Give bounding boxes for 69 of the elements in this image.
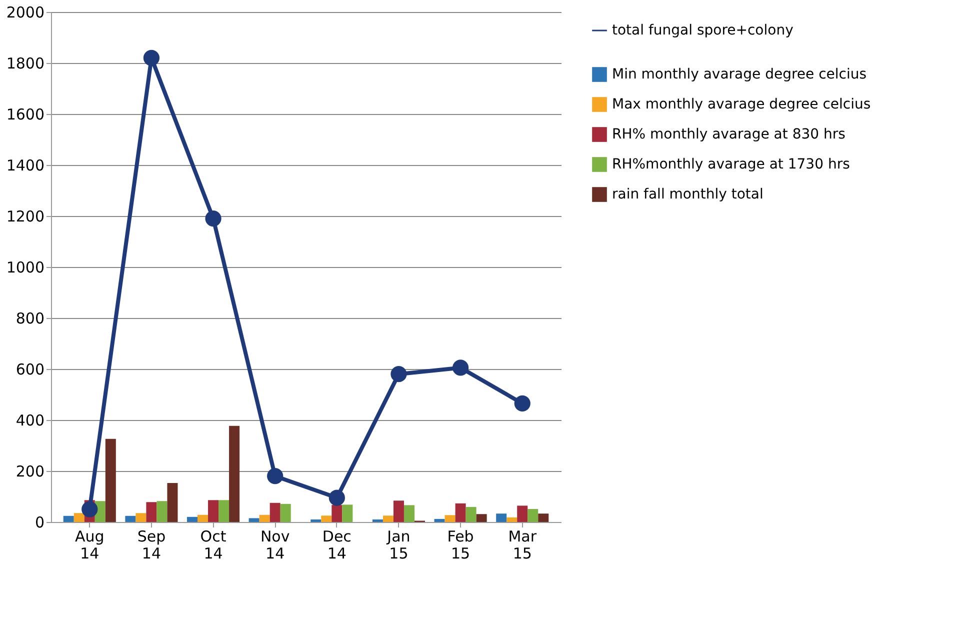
legend-label: Max monthly avarage degree celcius xyxy=(612,96,871,112)
legend-label: Min monthly avarage degree celcius xyxy=(612,66,867,82)
bar xyxy=(280,504,291,522)
bar xyxy=(506,517,518,522)
y-tick-label: 2000 xyxy=(6,4,44,22)
bar xyxy=(136,513,146,522)
bar xyxy=(187,516,198,522)
y-tick-label: 1600 xyxy=(6,106,44,124)
x-tick-label: Dec 14 xyxy=(322,528,352,562)
x-tick-label: Feb 15 xyxy=(447,528,474,562)
point xyxy=(514,395,530,412)
x-tick-label: Nov 14 xyxy=(260,528,290,562)
point xyxy=(143,50,160,66)
y-tick-label: 400 xyxy=(16,412,44,430)
bar xyxy=(517,506,528,522)
y-tick-label: 600 xyxy=(16,360,44,378)
bar xyxy=(167,482,178,522)
y-tick-label: 200 xyxy=(16,462,44,480)
bar xyxy=(342,504,353,522)
bar xyxy=(372,519,383,522)
x-tick-label: Sep 14 xyxy=(137,528,166,562)
legend-label: RH% monthly avarage at 830 hrs xyxy=(612,126,846,142)
legend-label: rain fall monthly total xyxy=(612,186,764,202)
bar xyxy=(198,514,208,522)
legend-label: RH%monthly avarage at 1730 hrs xyxy=(612,156,850,172)
bar xyxy=(393,500,404,522)
x-tick-label: Mar 15 xyxy=(508,528,538,562)
bar xyxy=(332,504,342,522)
y-tick-label: 1200 xyxy=(6,208,44,226)
x-tick-label: Jan 15 xyxy=(386,528,410,562)
y-tick-label: 0 xyxy=(34,514,44,532)
bar xyxy=(248,518,260,522)
bar xyxy=(146,502,157,522)
point xyxy=(452,360,469,376)
bar xyxy=(434,518,445,522)
legend-label: total fungal spore+colony xyxy=(612,22,794,38)
y-tick-label: 800 xyxy=(16,310,44,328)
point xyxy=(205,210,222,227)
bar xyxy=(125,516,136,522)
bar xyxy=(528,508,538,522)
bar xyxy=(404,505,414,522)
point xyxy=(82,501,98,518)
bar xyxy=(466,506,476,522)
bar xyxy=(455,503,466,522)
y-tick-label: 1800 xyxy=(6,54,44,72)
point xyxy=(267,468,284,484)
bar xyxy=(310,519,322,522)
bar xyxy=(156,501,168,522)
bar xyxy=(444,515,456,522)
bar xyxy=(382,516,394,522)
x-tick-label: Aug 14 xyxy=(74,528,104,562)
bar xyxy=(218,500,230,522)
bar xyxy=(496,514,507,522)
bar xyxy=(208,500,219,522)
bar xyxy=(63,516,74,522)
x-tick-label: Oct 14 xyxy=(200,528,226,562)
bar xyxy=(105,438,116,522)
bar xyxy=(74,513,84,522)
bar xyxy=(321,516,332,522)
bar xyxy=(476,514,487,522)
bar xyxy=(259,514,270,522)
bar xyxy=(538,514,549,522)
point xyxy=(390,366,407,382)
bar xyxy=(229,426,240,522)
point xyxy=(328,490,345,506)
y-tick-label: 1000 xyxy=(6,258,44,276)
bar xyxy=(94,501,106,522)
y-tick-label: 1400 xyxy=(6,156,44,174)
bar xyxy=(270,502,280,522)
